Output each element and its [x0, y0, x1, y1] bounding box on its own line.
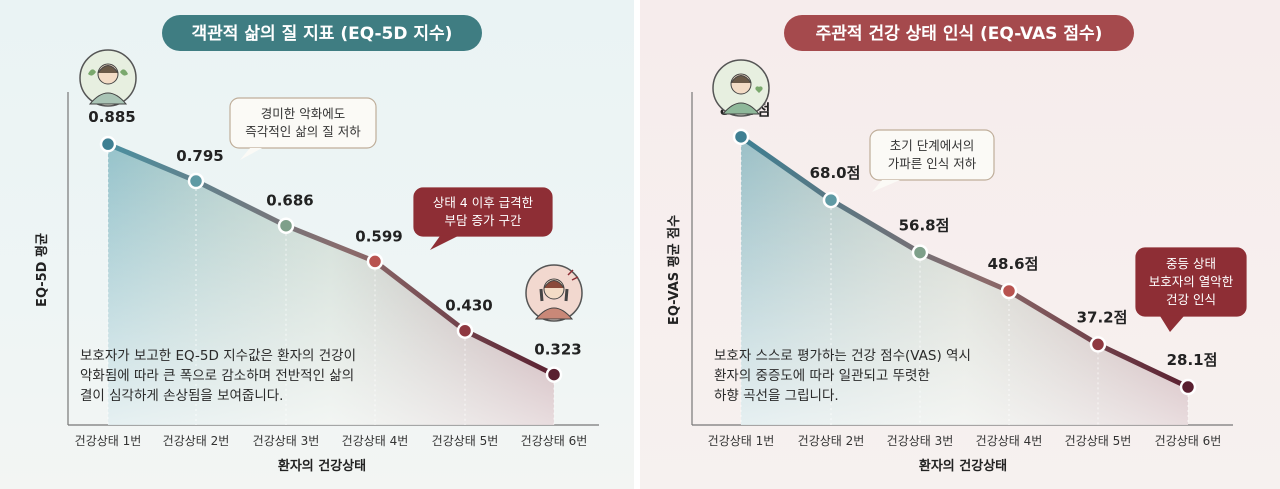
callout-box [1135, 247, 1247, 317]
data-point [911, 244, 929, 261]
description-text: 결이 심각하게 손상됨을 보여줍니다. [80, 388, 283, 404]
data-label: 28.1점 [1167, 351, 1218, 369]
title-pill [784, 15, 1134, 51]
data-point [187, 172, 205, 190]
x-tick-label: 건강상태 5번 [432, 434, 499, 448]
callout-tail [430, 236, 458, 250]
callout-text: 보호자의 열악한 [1149, 274, 1234, 289]
panel-divider [634, 0, 640, 489]
woman-avatar-icon [79, 49, 137, 107]
data-label: 37.2점 [1077, 308, 1128, 326]
data-label: 0.686 [266, 192, 313, 210]
callout-text: 중등 상태 [1166, 256, 1216, 271]
x-tick-label: 건강상태 4번 [342, 434, 409, 448]
data-point [732, 128, 750, 146]
y-axis-label: EQ-VAS 평균 점수 [666, 215, 682, 325]
callout-text: 경미한 악화에도 [261, 106, 345, 121]
data-label: 0.885 [88, 108, 135, 126]
chart-title: 주관적 건강 상태 인식 (EQ-VAS 점수) [784, 15, 1134, 51]
callout-text: 상태 4 이후 급격한 [433, 195, 534, 210]
callout-tail [1160, 316, 1184, 332]
y-axis-label: EQ-5D 평균 [34, 233, 50, 307]
callout-tail [872, 180, 900, 192]
x-tick-label: 건강상태 1번 [708, 434, 775, 448]
description-text: 보호자 스스로 평가하는 건강 점수(VAS) 역시 [714, 348, 971, 364]
callout-text: 가파른 인식 저하 [888, 156, 977, 171]
area-fade [741, 136, 1188, 426]
series-line [738, 134, 1191, 390]
chart-title-text: 주관적 건강 상태 인식 (EQ-VAS 점수) [816, 24, 1103, 44]
data-label: 68.0점 [810, 164, 861, 182]
stressed-person-icon [525, 264, 583, 322]
callout-tail [240, 148, 262, 160]
eq5d-panel: 객관적 삶의 질 지표 (EQ-5D 지수) 0.885 0.795 0.686 0.5… [0, 0, 634, 489]
series-line [105, 141, 557, 378]
callout-text: 즉각적인 삶의 질 저하 [245, 124, 361, 139]
callout-text: 부담 증가 구간 [445, 213, 522, 228]
data-point [545, 366, 563, 383]
x-tick-label: 건강상태 3번 [253, 434, 320, 448]
x-tick-label: 건강상태 6번 [1155, 434, 1222, 448]
description-text: 보호자가 보고한 EQ-5D 지수값은 환자의 건강이 [80, 348, 356, 364]
data-label: 0.795 [176, 147, 223, 165]
eq5d-chart: 객관적 삶의 질 지표 (EQ-5D 지수) 0.885 0.795 0.686 0.5… [34, 15, 599, 474]
data-point [1179, 378, 1197, 396]
callout-text: 건강 인식 [1166, 292, 1216, 307]
x-axis-label: 환자의 건강상태 [278, 458, 366, 474]
eqvas-panel: 주관적 건강 상태 인식 (EQ-VAS 점수)81.5점68.0점56.8점4… [640, 0, 1280, 489]
x-tick-label: 건강상태 3번 [887, 434, 954, 448]
data-label: 56.8점 [899, 217, 950, 235]
data-point [1089, 336, 1107, 353]
callout-box [229, 97, 377, 149]
x-tick-label: 건강상태 4번 [976, 434, 1043, 448]
data-label: 48.6점 [988, 255, 1039, 273]
eqvas-chart: 주관적 건강 상태 인식 (EQ-VAS 점수)81.5점68.0점56.8점4… [666, 15, 1247, 474]
title-pill [162, 15, 482, 51]
description-text: 악화됨에 따라 큰 폭으로 감소하며 전반적인 삶의 [80, 368, 354, 384]
man-avatar-icon [712, 59, 770, 117]
description-text: 하향 곡선을 그립니다. [714, 388, 839, 404]
callout-box [413, 187, 553, 237]
data-point [1000, 282, 1018, 300]
area-fade [108, 144, 554, 425]
data-point [822, 191, 840, 209]
data-label: 0.323 [534, 341, 581, 359]
data-point [456, 322, 474, 339]
chart-title: 객관적 삶의 질 지표 (EQ-5D 지수) [162, 15, 482, 51]
x-tick-label: 건강상태 6번 [521, 434, 588, 448]
chart-title-text: 객관적 삶의 질 지표 (EQ-5D 지수) [192, 23, 453, 44]
callout-text: 초기 단계에서의 [890, 138, 974, 153]
description-text: 환자의 중증도에 따라 일관되고 뚜렷한 [714, 368, 930, 384]
callout-box [869, 129, 995, 181]
x-axis-label: 환자의 건강상태 [919, 458, 1007, 474]
data-point [99, 135, 117, 153]
x-tick-label: 건강상태 5번 [1065, 434, 1132, 448]
data-label: 0.430 [445, 297, 492, 315]
data-label: 0.599 [355, 227, 402, 245]
x-tick-label: 건강상태 2번 [798, 434, 865, 448]
data-point [277, 217, 295, 234]
x-tick-label: 건강상태 1번 [75, 434, 142, 448]
x-tick-label: 건강상태 2번 [163, 434, 230, 448]
data-point [366, 253, 384, 270]
